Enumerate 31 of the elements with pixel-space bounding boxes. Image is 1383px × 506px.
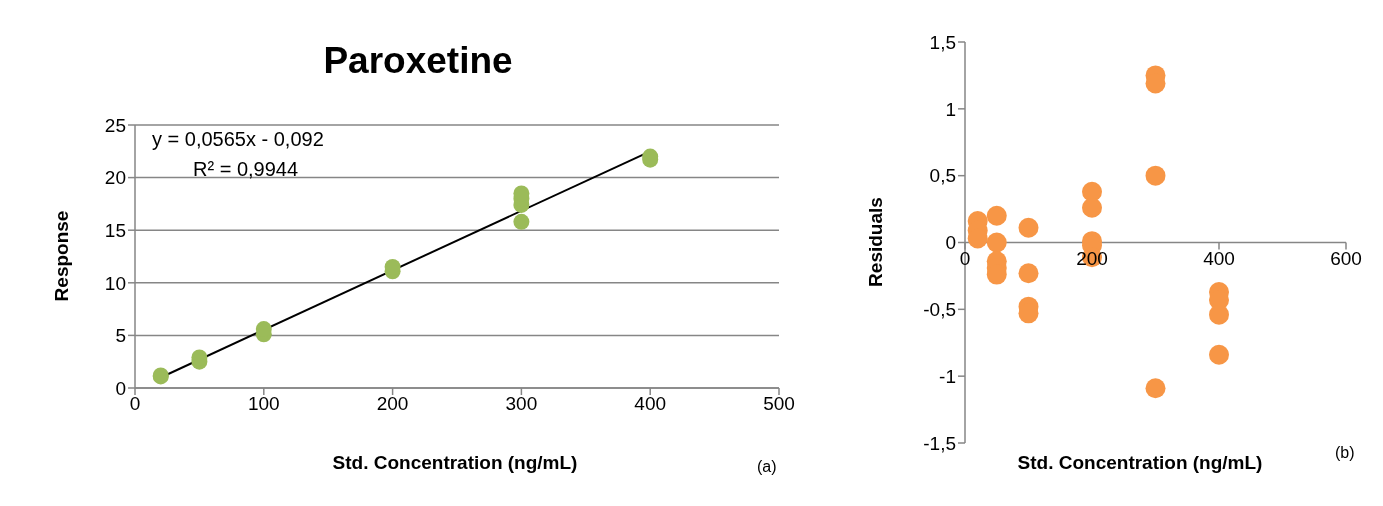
x-tick-label: 0 — [959, 247, 971, 269]
text: (b) — [1335, 444, 1355, 462]
x-tick-label: 0 — [129, 393, 141, 415]
y-tick-label: 25 — [104, 114, 126, 136]
y-tick-label: 5 — [115, 325, 126, 347]
y-tick-label: 20 — [104, 167, 126, 189]
x-axis-title: Std. Concentration (ng/mL) — [1017, 452, 1263, 474]
y-tick-label: -1,5 — [923, 432, 956, 454]
x-tick-label: 400 — [1203, 247, 1235, 269]
y-tick-label: 1 — [945, 98, 956, 120]
x-tick-label: 600 — [1330, 247, 1362, 269]
y-tick-label: 0,5 — [929, 165, 956, 187]
annotation: y = 0,0565x - 0,092 — [152, 128, 324, 151]
chart-title: Paroxetine — [323, 40, 513, 82]
y-tick-label: -0,5 — [923, 299, 956, 321]
y-tick-label: -1 — [939, 365, 956, 387]
y-tick-label: 0 — [115, 377, 126, 399]
y-axis-title: Response — [51, 210, 73, 302]
x-axis-title: Std. Concentration (ng/mL) — [332, 452, 578, 474]
y-tick-label: 1,5 — [929, 31, 956, 53]
annotation: R² = 0,9944 — [193, 158, 299, 181]
y-axis-title: Residuals — [865, 197, 887, 287]
text: (a) — [757, 458, 777, 476]
x-tick-label: 400 — [634, 393, 667, 415]
y-tick-label: 15 — [104, 219, 126, 241]
x-tick-label: 300 — [505, 393, 538, 415]
x-tick-label: 200 — [376, 393, 409, 415]
y-tick-label: 10 — [104, 272, 126, 294]
x-tick-label: 100 — [247, 393, 280, 415]
y-tick-label: 0 — [945, 232, 956, 254]
x-tick-label: 500 — [763, 393, 795, 415]
